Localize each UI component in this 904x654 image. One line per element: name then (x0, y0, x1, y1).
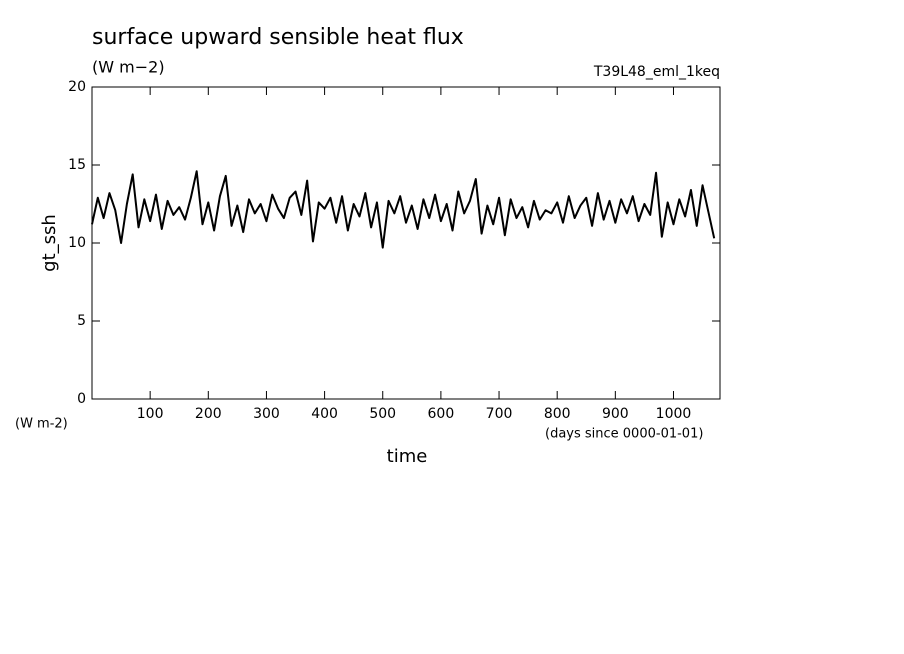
data-line (91, 170, 716, 249)
annotation: T39L48_eml_1keq (593, 64, 720, 80)
chart-subtitle: (W m−2) (92, 58, 165, 77)
x-tick-label: 100 (137, 406, 164, 422)
x-axis-unit: (days since 0000-01-01) (545, 427, 703, 442)
y-tick-label: 20 (68, 79, 86, 95)
x-tick-label: 500 (369, 406, 396, 422)
plot-frame (91, 86, 721, 400)
y-tick-label: 0 (77, 391, 86, 407)
x-tick-label: 900 (602, 406, 629, 422)
chart-title: surface upward sensible heat flux (92, 25, 464, 50)
x-tick-label: 800 (544, 406, 571, 422)
x-tick-label: 400 (311, 406, 338, 422)
y-axis-label: gt_ssh (39, 214, 60, 272)
x-axis-label: time (387, 446, 428, 467)
x-tick-label: 200 (195, 406, 222, 422)
y-tick-label: 5 (77, 313, 86, 329)
x-tick-label: 600 (428, 406, 455, 422)
x-tick-label: 1000 (656, 406, 692, 422)
y-tick-label: 10 (68, 235, 86, 251)
x-tick-label: 700 (486, 406, 513, 422)
y-axis-unit: (W m-2) (15, 417, 68, 432)
x-tick-label: 300 (253, 406, 280, 422)
y-tick-label: 15 (68, 157, 86, 173)
